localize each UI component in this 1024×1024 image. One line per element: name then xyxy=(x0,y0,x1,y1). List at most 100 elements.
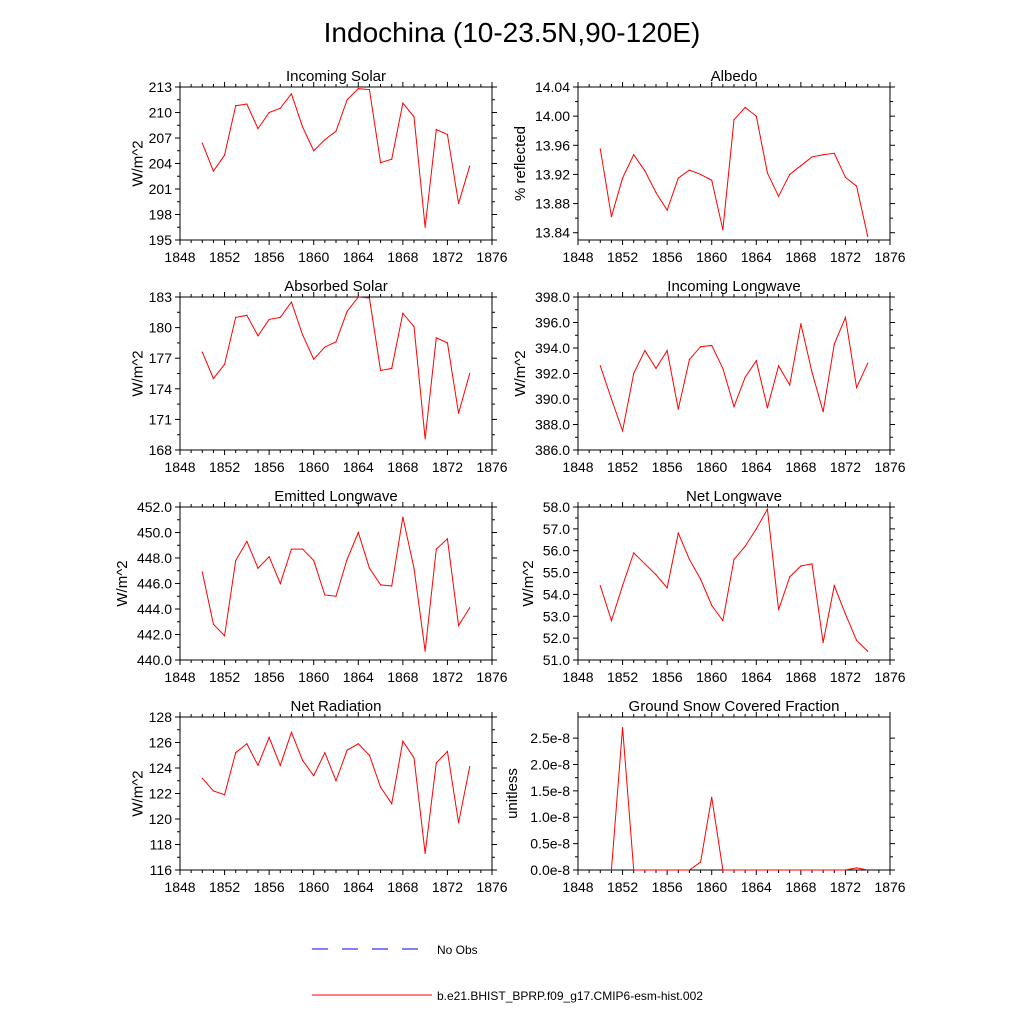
data-point xyxy=(833,343,835,345)
x-tick-label: 1876 xyxy=(874,459,905,475)
data-point xyxy=(313,358,315,360)
y-tick-label: 2.0e-8 xyxy=(530,756,570,772)
data-point xyxy=(469,766,471,768)
data-point xyxy=(379,162,382,164)
data-point xyxy=(855,386,858,389)
data-point xyxy=(655,192,657,194)
data-point xyxy=(666,869,668,871)
y-tick-label: 55.0 xyxy=(543,565,570,581)
series-line xyxy=(201,517,471,652)
data-point xyxy=(766,172,769,174)
plot-frame xyxy=(179,86,493,241)
y-tick-label: 198 xyxy=(149,207,173,223)
data-point xyxy=(212,790,215,792)
data-point xyxy=(800,869,802,871)
y-tick-label: 450.0 xyxy=(137,525,172,541)
data-point xyxy=(867,650,869,652)
x-tick-label: 1856 xyxy=(652,459,683,475)
data-point xyxy=(301,126,304,128)
y-tick-label: 390.0 xyxy=(535,391,570,407)
legend-model-label: b.e21.BHIST_BPRP.f09_g17.CMIP6-esm-hist.… xyxy=(437,989,703,1003)
data-point xyxy=(324,346,326,348)
data-point xyxy=(257,335,259,337)
y-tick-label: 51.0 xyxy=(543,652,570,668)
series-line xyxy=(599,507,869,652)
y-tick-label: 54.0 xyxy=(543,586,570,602)
data-point xyxy=(335,780,337,782)
data-point xyxy=(313,559,315,562)
y-axis-label: W/m^2 xyxy=(130,770,147,816)
data-point xyxy=(413,757,415,759)
data-point xyxy=(633,154,635,156)
panel-title: Ground Snow Covered Fraction xyxy=(629,698,840,715)
x-tick-label: 1876 xyxy=(874,249,905,265)
data-point xyxy=(655,869,657,871)
x-tick-label: 1852 xyxy=(209,669,240,685)
data-point xyxy=(435,548,437,550)
y-tick-label: 14.04 xyxy=(535,79,570,95)
y-tick-label: 207 xyxy=(149,130,173,146)
data-point xyxy=(711,179,713,181)
data-point xyxy=(688,169,691,171)
data-point xyxy=(722,869,724,871)
data-point xyxy=(777,609,780,611)
data-point xyxy=(688,869,691,871)
data-point xyxy=(257,128,259,130)
data-point xyxy=(644,349,646,352)
data-point xyxy=(666,349,668,352)
data-point xyxy=(822,154,824,156)
data-point xyxy=(766,869,769,871)
data-point xyxy=(777,365,780,367)
data-point xyxy=(324,139,326,141)
y-tick-label: 195 xyxy=(149,232,173,248)
data-point xyxy=(699,861,702,863)
data-point xyxy=(457,822,460,824)
data-point xyxy=(621,177,624,179)
y-tick-label: 213 xyxy=(149,79,173,95)
panel-5: Emitted Longwave 1848 1852 1856 1860 1864 1868… xyxy=(114,488,508,685)
x-tick-label: 1864 xyxy=(343,459,374,475)
data-point xyxy=(822,411,824,413)
data-point xyxy=(391,803,393,805)
data-point xyxy=(855,639,858,641)
y-tick-label: 444.0 xyxy=(137,601,172,617)
x-tick-label: 1856 xyxy=(652,879,683,895)
series-line xyxy=(201,296,471,439)
data-point xyxy=(469,165,471,167)
data-point xyxy=(677,177,679,179)
series-line xyxy=(201,88,471,228)
data-point xyxy=(744,545,746,547)
y-tick-label: 2.5e-8 xyxy=(530,730,570,746)
data-point xyxy=(257,567,259,569)
panel-title: Net Radiation xyxy=(291,698,382,715)
panel-1: Incoming Solar 1848 1852 1856 1860 1864 1868 18… xyxy=(130,68,508,265)
data-point xyxy=(867,362,869,364)
x-tick-label: 1852 xyxy=(607,669,638,685)
data-point xyxy=(357,88,359,90)
x-tick-label: 1864 xyxy=(741,459,772,475)
data-point xyxy=(633,552,635,554)
y-tick-label: 116 xyxy=(150,862,173,878)
x-tick-label: 1852 xyxy=(607,879,638,895)
data-point xyxy=(621,585,624,587)
panels: Incoming Solar 1848 1852 1856 1860 1864 1868 18… xyxy=(114,68,906,895)
x-tick-label: 1864 xyxy=(343,879,374,895)
data-point xyxy=(335,595,337,597)
data-point xyxy=(212,170,215,172)
data-point xyxy=(811,371,813,373)
data-point xyxy=(391,367,393,369)
y-tick-label: 13.84 xyxy=(535,225,570,241)
y-tick-label: 396.0 xyxy=(535,315,570,331)
data-point xyxy=(655,574,657,576)
y-tick-label: 0.0e-8 xyxy=(530,862,570,878)
data-point xyxy=(722,229,724,231)
x-tick-label: 1860 xyxy=(696,249,727,265)
panel-title: Incoming Longwave xyxy=(667,278,800,295)
data-point xyxy=(324,752,326,754)
plot-frame xyxy=(577,716,891,871)
data-point xyxy=(699,173,702,176)
data-point xyxy=(644,563,646,565)
data-point xyxy=(457,202,460,205)
data-point xyxy=(391,158,393,160)
data-point xyxy=(811,563,813,565)
